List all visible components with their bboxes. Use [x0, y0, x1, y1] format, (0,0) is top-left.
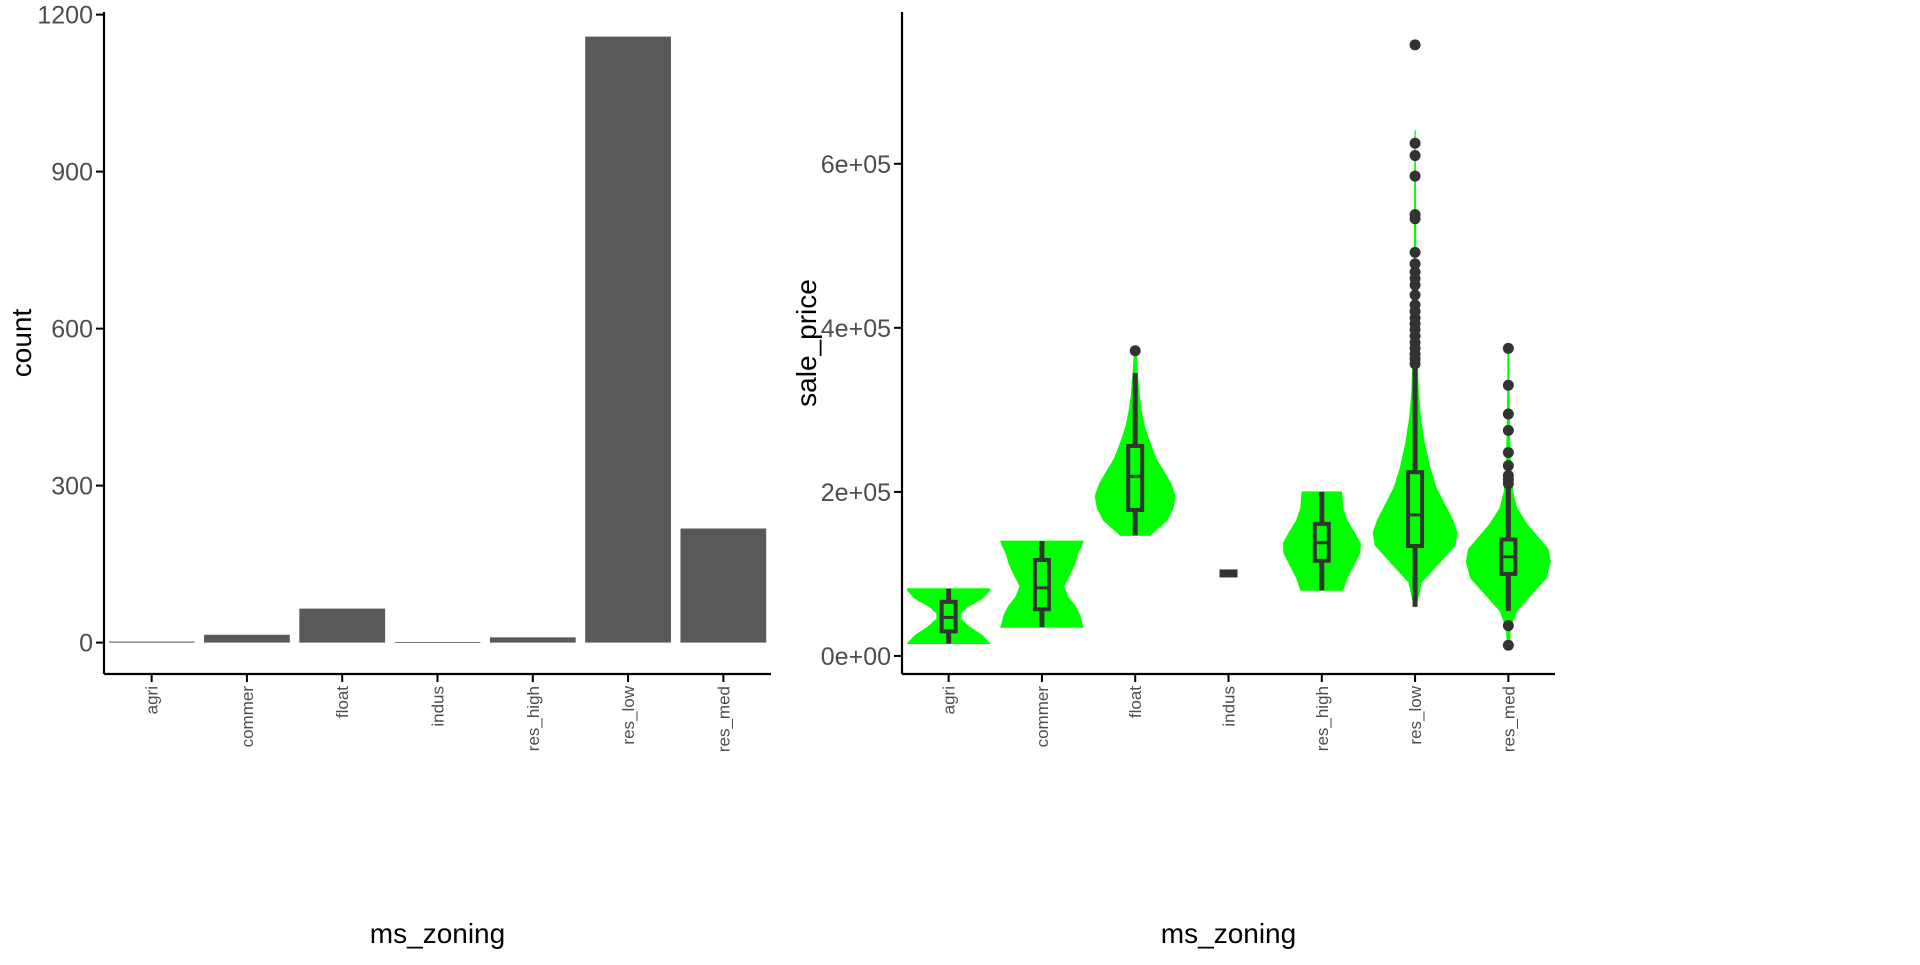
bar-res_low: [585, 36, 671, 643]
bar-indus: [394, 642, 481, 643]
bar-chart-panel: 0 300 600 900 1200 agri commer float indus res_hi…: [6, 2, 771, 949]
violin-chart-x-tick-label: res_high: [1313, 686, 1332, 751]
outlier-point-res_low: [1409, 137, 1421, 149]
bar-chart-y-tick-label: 1200: [37, 2, 93, 30]
box-commer: [1032, 557, 1051, 612]
outlier-point-res_low: [1409, 258, 1421, 270]
outlier-point-res_low: [1409, 266, 1421, 278]
outlier-point-res_low: [1409, 150, 1421, 162]
bar-commer: [204, 634, 290, 643]
outlier-point-res_low: [1409, 246, 1421, 258]
outlier-point-res_med: [1502, 342, 1514, 354]
violin-chart-x-tick-label: commer: [1033, 686, 1052, 748]
violin-series: [906, 39, 1551, 651]
bar-chart-x-axis-title: ms_zoning: [370, 918, 505, 949]
violin-chart-y-axis-title: sale_price: [791, 279, 822, 407]
violin-chart-x-tick-label: res_low: [1406, 685, 1425, 744]
violin-chart-x-tick-label: agri: [940, 686, 959, 714]
box-float: [1126, 443, 1145, 512]
outlier-point-res_med: [1502, 639, 1514, 651]
bar-chart-x-tick-label: indus: [429, 686, 448, 727]
bar-chart-x-tick-label: res_low: [619, 685, 638, 744]
bar-res_med: [680, 528, 767, 643]
violin-chart-y-tick-label: 6e+05: [821, 151, 891, 179]
bar-series: [108, 36, 767, 643]
violin-chart-axes: 0e+00 2e+05 4e+05 6e+05 agri commer float indus…: [821, 12, 1555, 752]
bar-chart-y-axis-title: count: [6, 309, 37, 378]
violin-chart-x-axis-title: ms_zoning: [1161, 918, 1296, 949]
violin-chart-x-tick-label: indus: [1220, 686, 1239, 727]
bar-chart-axes: 0 300 600 900 1200 agri commer float indus res_hi…: [37, 2, 771, 752]
bar-chart-x-tick-label: float: [333, 686, 352, 718]
outlier-point-res_med: [1502, 424, 1514, 436]
violin-chart-x-tick-label: res_med: [1499, 686, 1518, 752]
bar-chart-y-tick-label: 300: [51, 473, 93, 501]
outlier-point-res_low: [1409, 299, 1421, 311]
outlier-point-res_med: [1502, 460, 1514, 472]
bar-chart-x-tick-label: agri: [143, 686, 162, 714]
bar-chart-y-tick-label: 600: [51, 316, 93, 344]
violin-chart-y-tick-label: 0e+00: [821, 643, 891, 671]
violin-chart-y-tick-label: 4e+05: [821, 315, 891, 343]
violin-chart-x-tick-label: float: [1126, 686, 1145, 718]
bar-res_high: [489, 637, 576, 643]
box-res_low: [1406, 470, 1425, 549]
bar-chart-y-tick-label: 0: [79, 630, 93, 658]
bar-float: [299, 608, 386, 643]
outlier-point-res_med: [1502, 469, 1514, 481]
outlier-point-res_med: [1502, 379, 1514, 391]
bar-agri: [108, 641, 195, 643]
outlier-point-res_low: [1409, 39, 1421, 51]
bar-chart-x-tick-label: res_high: [524, 686, 543, 751]
outlier-point-res_med: [1502, 408, 1514, 420]
outlier-point-float: [1129, 345, 1141, 357]
outlier-point-res_low: [1409, 209, 1421, 221]
outlier-point-res_low: [1409, 289, 1421, 301]
outlier-point-res_med: [1502, 620, 1514, 632]
outlier-point-res_low: [1409, 170, 1421, 182]
bar-chart-x-tick-label: res_med: [714, 686, 733, 752]
outlier-point-res_med: [1502, 447, 1514, 459]
violin-chart-panel: 0e+00 2e+05 4e+05 6e+05 agri commer float indus…: [791, 12, 1555, 949]
bar-chart-x-tick-label: commer: [238, 686, 257, 748]
bar-chart-y-tick-label: 900: [51, 159, 93, 187]
violin-chart-y-tick-label: 2e+05: [821, 479, 891, 507]
